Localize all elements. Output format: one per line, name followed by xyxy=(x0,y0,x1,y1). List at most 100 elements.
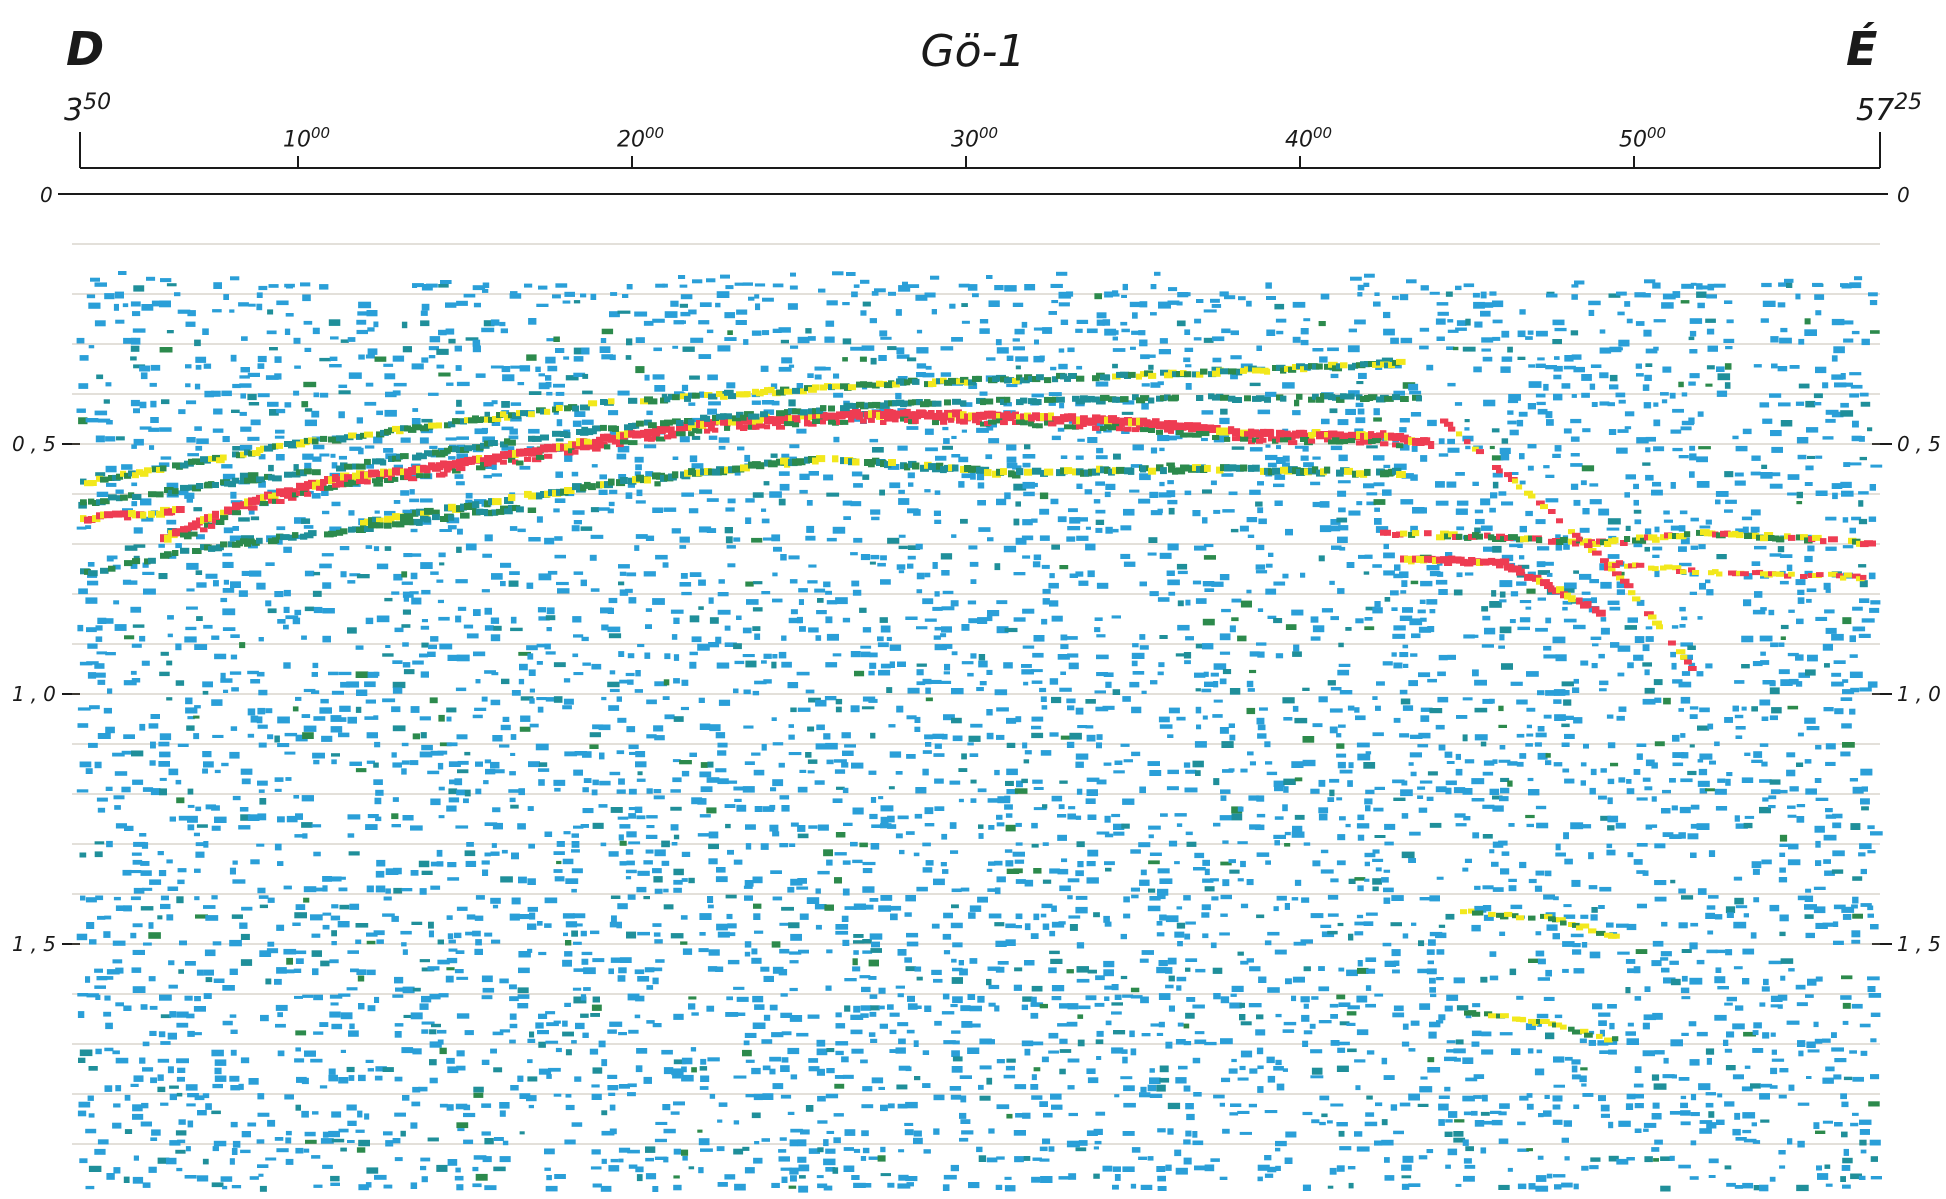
noise-dash xyxy=(409,498,420,503)
noise-dash xyxy=(392,797,399,802)
noise-dash xyxy=(698,697,705,703)
noise-dash xyxy=(582,787,589,793)
noise-dash xyxy=(1663,697,1671,705)
noise-dash xyxy=(195,851,205,858)
noise-dash xyxy=(1662,832,1674,837)
noise-dash xyxy=(1150,382,1161,388)
noise-dash xyxy=(1375,705,1381,711)
noise-dash xyxy=(889,644,902,651)
noise-dash xyxy=(1240,600,1252,608)
noise-dash xyxy=(106,555,114,562)
noise-dash xyxy=(267,1119,276,1127)
noise-dash xyxy=(1645,626,1653,630)
noise-dash xyxy=(562,300,571,304)
noise-dash xyxy=(393,464,403,469)
noise-dash xyxy=(527,806,534,811)
noise-dash xyxy=(1257,651,1265,658)
noise-dash xyxy=(1419,327,1430,332)
noise-dash xyxy=(1031,843,1039,848)
noise-dash xyxy=(1374,292,1380,296)
noise-dash xyxy=(481,995,493,1000)
noise-dash xyxy=(814,904,827,910)
noise-dash xyxy=(628,1029,639,1034)
noise-dash xyxy=(879,330,888,337)
noise-dash xyxy=(1607,518,1621,525)
noise-dash xyxy=(1030,1002,1044,1007)
noise-dash xyxy=(724,312,735,319)
noise-dash xyxy=(862,950,873,954)
noise-dash xyxy=(753,1157,763,1164)
noise-dash xyxy=(1239,1002,1245,1008)
noise-dash xyxy=(266,948,279,954)
noise-dash xyxy=(1075,1147,1087,1152)
noise-dash xyxy=(1417,744,1429,748)
noise-dash xyxy=(105,786,113,791)
noise-dash xyxy=(1447,382,1456,387)
noise-dash xyxy=(116,436,125,441)
noise-dash xyxy=(449,779,457,785)
noise-dash xyxy=(420,625,430,630)
noise-dash xyxy=(1591,597,1597,604)
noise-dash xyxy=(1111,1011,1122,1015)
noise-dash xyxy=(122,869,132,876)
noise-dash xyxy=(269,347,278,351)
noise-dash xyxy=(1085,526,1091,530)
noise-dash xyxy=(139,1057,146,1064)
noise-dash xyxy=(1282,1029,1295,1033)
noise-dash xyxy=(1246,589,1252,594)
noise-dash xyxy=(1249,966,1261,972)
noise-dash xyxy=(960,1095,967,1103)
noise-dash xyxy=(1455,472,1465,476)
noise-dash xyxy=(1237,878,1244,882)
noise-dash xyxy=(1402,607,1413,613)
noise-dash xyxy=(1400,337,1413,344)
noise-dash xyxy=(340,876,346,880)
noise-dash xyxy=(106,1173,115,1180)
noise-dash xyxy=(844,744,856,748)
noise-dash xyxy=(446,742,458,747)
noise-dash xyxy=(905,1176,918,1182)
noise-dash xyxy=(1204,588,1215,592)
noise-dash xyxy=(1257,1065,1264,1070)
noise-dash xyxy=(1626,1157,1635,1161)
noise-dash xyxy=(573,825,584,829)
noise-dash xyxy=(751,948,758,955)
noise-dash xyxy=(934,778,944,784)
noise-dash xyxy=(169,816,176,822)
noise-dash xyxy=(922,842,931,847)
noise-dash xyxy=(942,933,952,940)
noise-dash xyxy=(1462,346,1476,352)
noise-dash xyxy=(79,761,92,768)
noise-dash xyxy=(1519,309,1526,315)
noise-dash xyxy=(835,1041,849,1046)
noise-dash xyxy=(211,895,218,900)
noise-dash xyxy=(438,714,445,722)
noise-dash xyxy=(554,787,561,792)
noise-dash xyxy=(1329,708,1343,713)
noise-dash xyxy=(862,886,875,893)
noise-dash xyxy=(1633,499,1639,506)
noise-dash xyxy=(889,1012,900,1017)
noise-dash xyxy=(1032,779,1043,784)
noise-dash xyxy=(1005,780,1014,786)
noise-dash xyxy=(1030,1012,1039,1019)
noise-dash xyxy=(1175,653,1185,657)
noise-dash xyxy=(1653,679,1663,686)
noise-dash xyxy=(681,679,689,686)
noise-dash xyxy=(1221,473,1234,477)
noise-dash xyxy=(1148,834,1154,839)
noise-dash xyxy=(394,627,404,633)
noise-dash xyxy=(1355,417,1366,424)
noise-dash xyxy=(312,1111,319,1115)
noise-dash xyxy=(1516,761,1524,767)
noise-dash xyxy=(412,1086,421,1093)
noise-dash xyxy=(1537,597,1546,601)
noise-dash xyxy=(1039,1101,1048,1107)
noise-dash xyxy=(967,600,977,605)
noise-dash xyxy=(878,1086,885,1090)
noise-dash xyxy=(358,354,365,360)
noise-dash xyxy=(1445,1164,1451,1169)
noise-dash xyxy=(789,285,798,290)
noise-dash xyxy=(590,507,600,513)
noise-dash xyxy=(1372,564,1382,568)
